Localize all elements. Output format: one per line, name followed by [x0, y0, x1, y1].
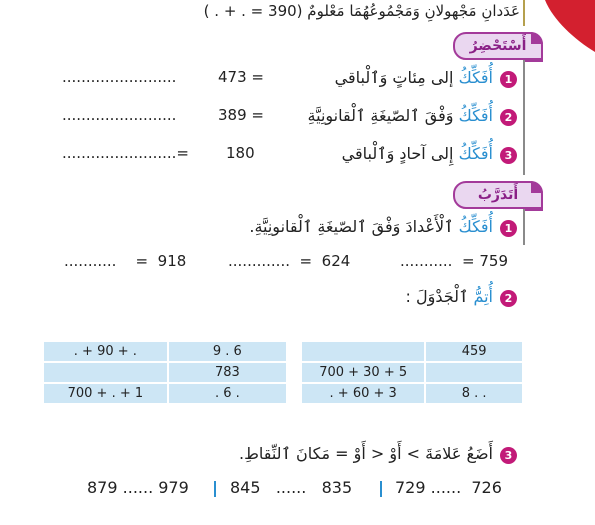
item-number: 2 [500, 290, 517, 307]
number: 918 [157, 252, 187, 270]
table-cell[interactable]: 9 . 6 [166, 340, 289, 363]
table-cell[interactable]: 700 + 30 + 5 [299, 361, 427, 384]
table-row: . + 60 + 3 8 . . [299, 382, 524, 405]
section-tab-recall: أَسْتَحْضِرُ [453, 32, 543, 60]
tab-underline [523, 60, 543, 62]
recall-item-3: أُفَكِّكُ إِلى آحادٍ وَٱلْباقي [342, 142, 493, 166]
instruction: ٱلْأَعْدادَ وَفْقَ ٱلصّيغَةِ ٱلْقانونِيَ… [249, 217, 454, 236]
header-equation: ( . + . = 390) [203, 2, 303, 20]
answer-dots: ............. [228, 252, 290, 270]
number: 879 [87, 478, 118, 497]
section-tab-practice: أَتَدَرَّبُ [453, 181, 543, 209]
item-number: 3 [500, 447, 517, 464]
item-number: 2 [500, 109, 517, 126]
comparison-3: 879 ...... 979 [87, 478, 189, 497]
table-row: 459 [299, 340, 524, 363]
section-bar [523, 209, 525, 245]
tab-fold [531, 181, 543, 193]
separator [214, 481, 216, 497]
number: 845 [230, 478, 261, 497]
table-cell[interactable] [424, 361, 524, 384]
table-row: 700 + . + 1 . 6 . [42, 382, 289, 405]
decomposition-table-left: . + 90 + . 9 . 6 783 700 + . + 1 . 6 . [42, 340, 289, 405]
table-cell[interactable]: . + 90 + . [42, 340, 169, 363]
number: 729 [395, 478, 426, 497]
table-row: 783 [42, 361, 289, 384]
header-rule [523, 0, 525, 26]
verb: أُتِمُّ [473, 287, 493, 306]
number: 835 [321, 478, 353, 497]
equals: = [299, 252, 313, 270]
instruction: إِلى آحادٍ وَٱلْباقي [341, 144, 454, 163]
verb: أُفَكِّكُ [458, 106, 493, 125]
table-cell[interactable]: 459 [424, 340, 524, 363]
table-cell[interactable]: 700 + . + 1 [42, 382, 169, 405]
expression-918: ........... = 918 [64, 252, 186, 270]
practice-item-2: أُتِمُّ ٱلْجَدْوَلَ : [406, 285, 493, 309]
table-cell[interactable]: . + 60 + 3 [299, 382, 427, 405]
instruction: وَفْقَ ٱلصّيغَةِ ٱلْقانونِيَّةِ [307, 106, 454, 125]
verb: أُفَكِّكُ [458, 144, 493, 163]
recall-item-2: أُفَكِّكُ وَفْقَ ٱلصّيغَةِ ٱلْقانونِيَّة… [308, 104, 493, 128]
answer-dots: ...... [122, 478, 154, 497]
section-tab-label: أَسْتَحْضِرُ [469, 38, 527, 54]
corner-decoration [545, 0, 595, 52]
instruction: إلى مِئاتٍ وَٱلْباقي [334, 68, 454, 87]
item-number: 3 [500, 147, 517, 164]
value: 389 = [218, 106, 264, 124]
recall-item-1: أُفَكِّكُ إلى مِئاتٍ وَٱلْباقي [335, 66, 493, 90]
item-number: 1 [500, 71, 517, 88]
table-row: . + 90 + . 9 . 6 [42, 340, 289, 363]
instruction: ٱلْجَدْوَلَ : [405, 287, 469, 306]
equals: = [135, 252, 149, 270]
expression-624: ............. = 624 [228, 252, 350, 270]
item-number: 1 [500, 220, 517, 237]
separator [380, 481, 382, 497]
expression-759: ........... = 759 [400, 252, 508, 270]
practice-item-3: أَضَعُ عَلامَةَ > أَوْ < أَوْ = مَكانَ ٱ… [239, 444, 493, 463]
answer-dots: ........................ [62, 68, 177, 86]
number: 759 [479, 252, 508, 270]
number: 624 [321, 252, 351, 270]
header-line: عَدَدانِ مَجْهولانِ وَمَجْمُوعُهُمَا مَع… [120, 0, 520, 22]
tab-underline [523, 209, 543, 211]
tab-fold [531, 32, 543, 44]
answer-dots: ........... [400, 252, 453, 270]
verb: أُفَكِّكُ [458, 68, 493, 87]
value: 473 = [218, 68, 264, 86]
number: 979 [158, 478, 189, 497]
table-cell[interactable] [42, 361, 169, 384]
answer-dots: ...... [275, 478, 307, 497]
value: 180 [226, 144, 255, 162]
verb: أُفَكِّكُ [458, 217, 493, 236]
equals: = [462, 252, 475, 270]
comparison-2: 845 ...... 835 [230, 478, 352, 497]
section-bar [523, 60, 525, 175]
answer-dots: ........................ [62, 106, 177, 124]
header-text: عَدَدانِ مَجْهولانِ وَمَجْمُوعُهُمَا مَع… [307, 2, 520, 20]
answer-dots: ........... [64, 252, 117, 270]
answer-dots: ........................= [62, 144, 190, 162]
table-row: 700 + 30 + 5 [299, 361, 524, 384]
section-tab-label: أَتَدَرَّبُ [477, 187, 519, 203]
table-cell[interactable]: 783 [166, 361, 289, 384]
number: 726 [471, 478, 502, 497]
answer-dots: ...... [430, 478, 462, 497]
practice-item-1: أُفَكِّكُ ٱلْأَعْدادَ وَفْقَ ٱلصّيغَةِ ٱ… [249, 215, 493, 239]
decomposition-table-right: 459 700 + 30 + 5 . + 60 + 3 8 . . [299, 340, 524, 405]
table-cell[interactable]: . 6 . [166, 382, 289, 405]
table-cell[interactable]: 8 . . [424, 382, 524, 405]
table-cell[interactable] [299, 340, 427, 363]
comparison-1: 729 ...... 726 [395, 478, 502, 497]
